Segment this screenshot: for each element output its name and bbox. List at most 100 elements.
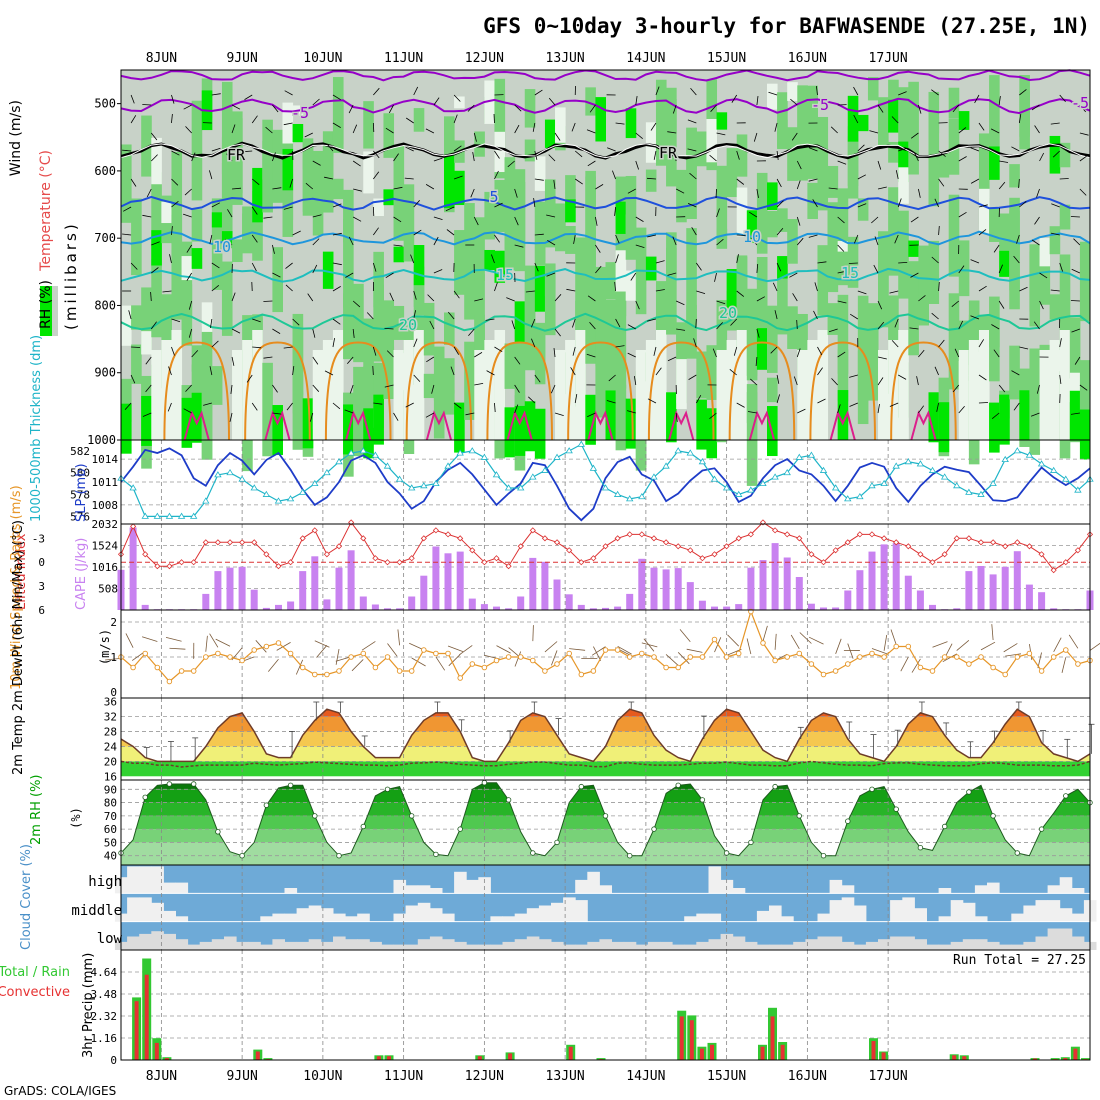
wind-barb (186, 272, 192, 281)
rh-band (605, 390, 617, 441)
lifted-index-point (735, 535, 742, 542)
thickness-point (807, 451, 816, 458)
rh-band (736, 330, 748, 440)
cape-bar (686, 582, 694, 610)
wind-barb (470, 188, 475, 198)
cloud-cell (478, 877, 491, 894)
rh-band (393, 144, 405, 241)
cloud-cell (538, 939, 552, 950)
rh-band (767, 182, 778, 211)
cloud-cell (829, 879, 843, 894)
rh-band (958, 240, 970, 297)
wind-barb (817, 398, 826, 404)
lifted-index-point (493, 555, 500, 562)
cloud-cell (950, 900, 964, 922)
rh-band (363, 151, 374, 194)
wind-barb (514, 188, 518, 198)
wind-barb (292, 318, 300, 326)
wind-barb (263, 300, 273, 302)
wind-barb (307, 293, 314, 302)
rh-band (534, 265, 546, 312)
wind10-barb (956, 639, 970, 651)
wind-barb (938, 150, 946, 157)
wind-barb (184, 188, 192, 196)
cloud-cell (175, 916, 189, 922)
wind-barb (808, 234, 818, 238)
rh-band (625, 398, 637, 449)
rh-band (332, 105, 344, 144)
cloud-cell (502, 916, 516, 922)
wind-barb (974, 94, 980, 104)
wind10-point (493, 657, 500, 664)
millibars-label: (millibars) (62, 221, 80, 330)
rh-band (615, 280, 627, 317)
rh-band (787, 127, 798, 181)
wind10-point (445, 650, 451, 657)
wind-barb (571, 122, 576, 132)
rh-band (746, 210, 758, 243)
wind-barb (687, 203, 697, 208)
top-date-label: 8JUN (146, 51, 177, 66)
wind-barb (243, 150, 253, 153)
wind-barb (231, 356, 235, 366)
wind-barb (312, 160, 321, 166)
wind-barb (655, 86, 660, 96)
wind-barb (1039, 152, 1045, 162)
wind10-barb (727, 634, 740, 647)
wind-barb (687, 119, 697, 124)
wind-barb (494, 282, 498, 292)
wind10-point (203, 654, 209, 660)
rh-band (232, 118, 243, 194)
bottom-date-label: 12JUN (465, 1069, 504, 1084)
wind-barb (874, 236, 879, 246)
wind-barb (574, 394, 578, 404)
rh-band (645, 256, 657, 281)
temp2m-label: 2m Temp 2m DewPt (6hr Min/Max) (°C) (11, 520, 26, 775)
thickness-tick-label: 580 (70, 467, 90, 480)
wind-barb (332, 94, 341, 101)
rh-band (151, 350, 162, 440)
wind-barb (384, 384, 394, 388)
wind-barb (857, 174, 866, 180)
thickness-point (1013, 447, 1022, 454)
wind-barb (635, 244, 645, 248)
rh-band (837, 241, 849, 252)
wind-barb (312, 98, 320, 106)
rh2m-point (675, 782, 681, 788)
lifted-index-point (239, 539, 246, 546)
rh-band (837, 188, 849, 286)
wind-barb (224, 238, 233, 246)
rh-band (655, 281, 667, 362)
rh-band (807, 182, 818, 220)
rh-band (595, 97, 606, 142)
wind-barb (716, 238, 724, 246)
wind-barb (817, 346, 823, 356)
wind-barb (1050, 289, 1060, 292)
wind-barb (171, 94, 175, 104)
rh-band (1069, 390, 1081, 441)
wind10-point (893, 643, 899, 650)
wind10-tick-label: 2 (110, 616, 117, 629)
wind-barb (231, 124, 236, 134)
wind-barb (910, 132, 919, 139)
lifted-index-point (868, 531, 876, 538)
rh-band (978, 133, 990, 225)
wind-barb (1079, 384, 1088, 391)
wind-barb (312, 264, 318, 274)
wind-barb (405, 117, 414, 124)
rh-band (464, 341, 475, 420)
contour-30-bubble (345, 410, 372, 441)
thickness-tick-label: 576 (70, 510, 90, 523)
wind-barb (608, 374, 616, 382)
wind-barb (709, 154, 717, 162)
rh-band (615, 250, 627, 292)
lifted-index-point (396, 559, 403, 566)
wind-barb (589, 321, 596, 330)
rh-band (625, 108, 637, 139)
contour-label: 15 (496, 266, 514, 284)
wind-barb (385, 272, 394, 279)
wind10-barb (351, 659, 364, 672)
wind-barb (1013, 402, 1020, 411)
cape-bar (432, 546, 440, 610)
wind10-point (990, 664, 996, 671)
